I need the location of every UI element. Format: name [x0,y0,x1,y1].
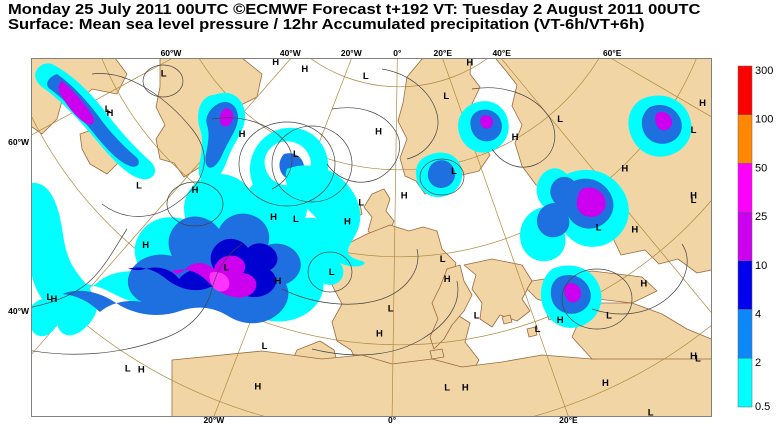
svg-text:0°: 0° [393,48,402,58]
svg-text:20°W: 20°W [203,414,224,424]
svg-text:40°E: 40°E [492,48,511,58]
svg-text:60°W: 60°W [8,137,29,147]
svg-text:40°W: 40°W [280,48,301,58]
svg-text:100: 100 [755,114,773,126]
svg-text:40°W: 40°W [8,305,29,315]
svg-text:4: 4 [755,309,761,321]
svg-text:60°E: 60°E [603,48,622,58]
svg-text:300: 300 [755,65,773,77]
svg-text:10: 10 [755,260,767,272]
svg-text:2: 2 [755,357,761,369]
svg-text:60°W: 60°W [160,48,181,58]
svg-text:25: 25 [755,211,767,223]
svg-text:20°E: 20°E [433,48,452,58]
svg-text:20°E: 20°E [559,414,578,424]
svg-text:0°: 0° [388,414,397,424]
svg-text:20°W: 20°W [341,48,362,58]
svg-text:0.5: 0.5 [755,401,770,413]
svg-text:50: 50 [755,162,767,174]
